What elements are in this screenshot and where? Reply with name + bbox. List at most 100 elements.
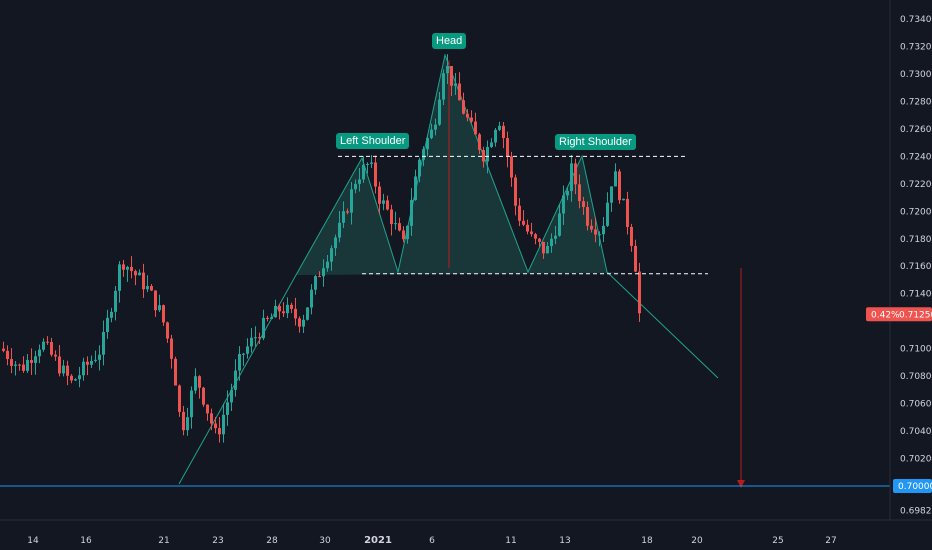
candle [350, 182, 353, 225]
candle [66, 360, 69, 386]
candle [506, 131, 509, 168]
candle [374, 155, 377, 194]
pattern-outline [178, 53, 719, 485]
candle [58, 345, 61, 377]
candle [366, 162, 369, 174]
candle [526, 219, 529, 235]
candle [630, 223, 633, 252]
candle [446, 54, 449, 85]
candle [130, 256, 133, 279]
x-tick-label: 6 [429, 536, 435, 546]
candle [598, 231, 601, 247]
candle [610, 186, 613, 212]
candle [266, 315, 269, 322]
candle [362, 156, 365, 183]
candle [522, 210, 525, 227]
candle [510, 151, 513, 187]
candle [134, 269, 137, 286]
candle [214, 416, 217, 434]
candle [22, 356, 25, 373]
candle [254, 326, 257, 347]
candle [150, 283, 153, 292]
candle [490, 138, 493, 148]
candle [122, 259, 125, 277]
candle [286, 297, 289, 319]
candle [386, 195, 389, 211]
candle [242, 352, 245, 367]
candle [402, 226, 405, 243]
candle [434, 118, 437, 136]
candle [338, 211, 341, 243]
candle [398, 217, 401, 232]
candle [290, 302, 293, 314]
candle [222, 403, 225, 443]
candle [614, 163, 617, 187]
candle [438, 91, 441, 126]
pattern-fill [296, 55, 626, 275]
candle [162, 304, 165, 326]
candle [230, 383, 233, 412]
candle [74, 378, 77, 382]
candle [210, 408, 213, 431]
candle [14, 361, 17, 376]
candle [466, 109, 469, 122]
candle [70, 374, 73, 384]
x-tick-label: 14 [27, 536, 39, 546]
candle [358, 168, 361, 192]
candle [278, 303, 281, 320]
candle [10, 348, 13, 374]
candle [142, 263, 145, 298]
candle [42, 338, 45, 352]
candle [302, 314, 305, 333]
target-price-text: 0.70000 [898, 482, 932, 492]
candle [6, 345, 9, 366]
x-tick-label: 2021 [364, 535, 392, 546]
candle [226, 390, 229, 426]
candle [330, 245, 333, 271]
candle [194, 368, 197, 394]
candle [574, 158, 577, 195]
candle [442, 69, 445, 105]
candle [370, 154, 373, 169]
candle [378, 181, 381, 214]
candle [86, 356, 89, 376]
candle [382, 193, 385, 211]
time-axis: 14 16 21 23 28 30 2021 6 11 13 18 20 25 27 [0, 519, 932, 550]
candle [638, 262, 641, 322]
candle [462, 92, 465, 115]
candle [94, 350, 97, 363]
left-shoulder-label: Left Shoulder [336, 133, 410, 149]
candle [38, 344, 41, 364]
candle [54, 350, 57, 361]
overlay-lines [0, 155, 890, 488]
candle [498, 121, 501, 132]
candle [530, 222, 533, 237]
x-tick-label: 16 [80, 536, 92, 546]
candle [558, 204, 561, 237]
candle [314, 274, 317, 295]
candle [26, 353, 29, 374]
candle [154, 290, 157, 317]
candle [262, 309, 265, 341]
candle [550, 233, 553, 253]
candle [494, 128, 497, 147]
current-price-badge [866, 307, 932, 322]
target-arrow [737, 480, 745, 488]
candle [246, 338, 249, 359]
x-tick-label: 27 [825, 536, 836, 546]
candle [514, 174, 517, 216]
x-tick-label: 25 [772, 536, 783, 546]
